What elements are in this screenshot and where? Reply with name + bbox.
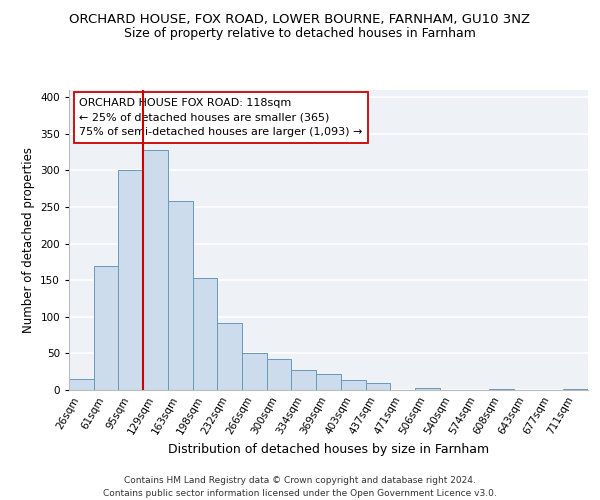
Bar [94, 266, 118, 390]
Bar [489, 388, 514, 390]
Text: Contains HM Land Registry data © Crown copyright and database right 2024.
Contai: Contains HM Land Registry data © Crown c… [103, 476, 497, 498]
Text: ORCHARD HOUSE FOX ROAD: 118sqm
← 25% of detached houses are smaller (365)
75% of: ORCHARD HOUSE FOX ROAD: 118sqm ← 25% of … [79, 98, 363, 137]
Bar [143, 150, 168, 390]
Text: ORCHARD HOUSE, FOX ROAD, LOWER BOURNE, FARNHAM, GU10 3NZ: ORCHARD HOUSE, FOX ROAD, LOWER BOURNE, F… [70, 12, 530, 26]
Bar [365, 382, 390, 390]
Bar [292, 370, 316, 390]
Bar [415, 388, 440, 390]
Bar [118, 170, 143, 390]
X-axis label: Distribution of detached houses by size in Farnham: Distribution of detached houses by size … [168, 444, 489, 456]
Y-axis label: Number of detached properties: Number of detached properties [22, 147, 35, 333]
Bar [242, 354, 267, 390]
Bar [316, 374, 341, 390]
Bar [69, 379, 94, 390]
Bar [217, 322, 242, 390]
Bar [341, 380, 365, 390]
Text: Size of property relative to detached houses in Farnham: Size of property relative to detached ho… [124, 28, 476, 40]
Bar [267, 360, 292, 390]
Bar [563, 388, 588, 390]
Bar [168, 201, 193, 390]
Bar [193, 278, 217, 390]
